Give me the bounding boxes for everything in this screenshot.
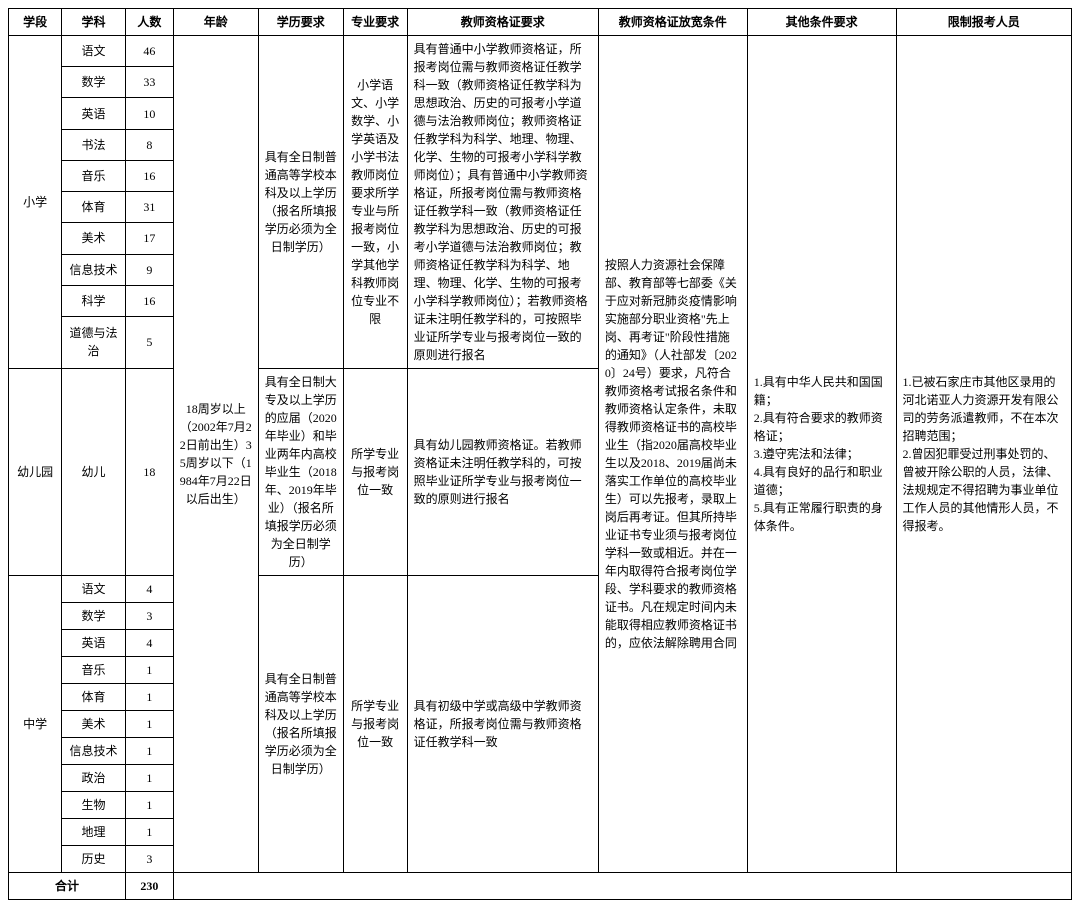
header-age: 年龄 bbox=[173, 9, 258, 36]
header-edu: 学历要求 bbox=[258, 9, 343, 36]
total-blank bbox=[173, 873, 1071, 900]
subject-cell: 信息技术 bbox=[62, 738, 126, 765]
stage-middle: 中学 bbox=[9, 576, 62, 873]
subject-cell: 道德与法治 bbox=[62, 316, 126, 368]
count-cell: 33 bbox=[125, 67, 173, 98]
subject-cell: 美术 bbox=[62, 711, 126, 738]
other-cell: 1.具有中华人民共和国国籍； 2.具有符合要求的教师资格证； 3.遵守宪法和法律… bbox=[747, 36, 896, 873]
recruitment-table: 学段 学科 人数 年龄 学历要求 专业要求 教师资格证要求 教师资格证放宽条件 … bbox=[8, 8, 1072, 900]
subject-cell: 科学 bbox=[62, 285, 126, 316]
header-count: 人数 bbox=[125, 9, 173, 36]
header-major: 专业要求 bbox=[343, 9, 407, 36]
subject-cell: 英语 bbox=[62, 98, 126, 129]
edu-primary: 具有全日制普通高等学校本科及以上学历（报名所填报学历必须为全日制学历） bbox=[258, 36, 343, 369]
cert-middle: 具有初级中学或高级中学教师资格证，所报考岗位需与教师资格证任教学科一致 bbox=[407, 576, 598, 873]
subject-cell: 幼儿 bbox=[62, 369, 126, 576]
count-cell: 1 bbox=[125, 657, 173, 684]
subject-cell: 书法 bbox=[62, 129, 126, 160]
count-cell: 3 bbox=[125, 603, 173, 630]
count-cell: 1 bbox=[125, 711, 173, 738]
relax-cell: 按照人力资源社会保障部、教育部等七部委《关于应对新冠肺炎疫情影响实施部分职业资格… bbox=[598, 36, 747, 873]
count-cell: 17 bbox=[125, 223, 173, 254]
count-cell: 1 bbox=[125, 819, 173, 846]
limit-cell: 1.已被石家庄市其他区录用的河北诺亚人力资源开发有限公司的劳务派遣教师，不在本次… bbox=[896, 36, 1071, 873]
age-cell: 18周岁以上（2002年7月22日前出生）35周岁以下（1984年7月22日以后… bbox=[173, 36, 258, 873]
subject-cell: 政治 bbox=[62, 765, 126, 792]
subject-cell: 英语 bbox=[62, 630, 126, 657]
table-row: 小学 语文 46 18周岁以上（2002年7月22日前出生）35周岁以下（198… bbox=[9, 36, 1072, 67]
edu-middle: 具有全日制普通高等学校本科及以上学历（报名所填报学历必须为全日制学历） bbox=[258, 576, 343, 873]
major-primary: 小学语文、小学数学、小学英语及小学书法教师岗位要求所学专业与所报考岗位一致，小学… bbox=[343, 36, 407, 369]
subject-cell: 数学 bbox=[62, 67, 126, 98]
count-cell: 3 bbox=[125, 846, 173, 873]
subject-cell: 数学 bbox=[62, 603, 126, 630]
count-cell: 1 bbox=[125, 684, 173, 711]
header-cert: 教师资格证要求 bbox=[407, 9, 598, 36]
stage-primary: 小学 bbox=[9, 36, 62, 369]
subject-cell: 体育 bbox=[62, 192, 126, 223]
header-relax: 教师资格证放宽条件 bbox=[598, 9, 747, 36]
subject-cell: 体育 bbox=[62, 684, 126, 711]
count-cell: 5 bbox=[125, 316, 173, 368]
header-stage: 学段 bbox=[9, 9, 62, 36]
subject-cell: 语文 bbox=[62, 36, 126, 67]
total-count: 230 bbox=[125, 873, 173, 900]
total-label: 合计 bbox=[9, 873, 126, 900]
count-cell: 4 bbox=[125, 576, 173, 603]
count-cell: 1 bbox=[125, 765, 173, 792]
count-cell: 1 bbox=[125, 738, 173, 765]
header-subject: 学科 bbox=[62, 9, 126, 36]
count-cell: 18 bbox=[125, 369, 173, 576]
header-row: 学段 学科 人数 年龄 学历要求 专业要求 教师资格证要求 教师资格证放宽条件 … bbox=[9, 9, 1072, 36]
cert-kinder: 具有幼儿园教师资格证。若教师资格证未注明任教学科的，可按照毕业证所学专业与报考岗… bbox=[407, 369, 598, 576]
subject-cell: 音乐 bbox=[62, 657, 126, 684]
major-middle: 所学专业与报考岗位一致 bbox=[343, 576, 407, 873]
count-cell: 16 bbox=[125, 285, 173, 316]
total-row: 合计 230 bbox=[9, 873, 1072, 900]
cert-primary: 具有普通中小学教师资格证，所报考岗位需与教师资格证任教学科一致（教师资格证任教学… bbox=[407, 36, 598, 369]
subject-cell: 信息技术 bbox=[62, 254, 126, 285]
count-cell: 16 bbox=[125, 160, 173, 191]
subject-cell: 音乐 bbox=[62, 160, 126, 191]
count-cell: 4 bbox=[125, 630, 173, 657]
header-limit: 限制报考人员 bbox=[896, 9, 1071, 36]
count-cell: 9 bbox=[125, 254, 173, 285]
count-cell: 10 bbox=[125, 98, 173, 129]
subject-cell: 生物 bbox=[62, 792, 126, 819]
count-cell: 8 bbox=[125, 129, 173, 160]
subject-cell: 地理 bbox=[62, 819, 126, 846]
header-other: 其他条件要求 bbox=[747, 9, 896, 36]
count-cell: 31 bbox=[125, 192, 173, 223]
count-cell: 1 bbox=[125, 792, 173, 819]
stage-kinder: 幼儿园 bbox=[9, 369, 62, 576]
edu-kinder: 具有全日制大专及以上学历的应届（2020年毕业）和毕业两年内高校毕业生（2018… bbox=[258, 369, 343, 576]
major-kinder: 所学专业与报考岗位一致 bbox=[343, 369, 407, 576]
subject-cell: 历史 bbox=[62, 846, 126, 873]
subject-cell: 语文 bbox=[62, 576, 126, 603]
subject-cell: 美术 bbox=[62, 223, 126, 254]
count-cell: 46 bbox=[125, 36, 173, 67]
